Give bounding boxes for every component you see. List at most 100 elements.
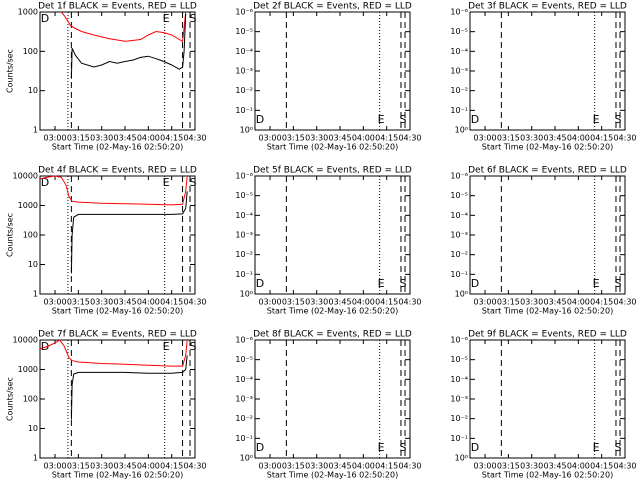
plot-frame	[254, 11, 411, 131]
x-tick-label: 03:30	[520, 298, 543, 307]
plot-frame	[469, 339, 626, 459]
series-line	[70, 13, 187, 79]
y-tick-label: 10	[28, 260, 38, 269]
x-tick-label: 03:45	[113, 134, 136, 143]
y-tick-label: 1	[33, 126, 38, 135]
x-tick-label: 03:15	[497, 134, 520, 143]
x-tick-label: 04:15	[160, 134, 183, 143]
x-tick-label: 03:15	[282, 134, 305, 143]
y-axis-label: Counts/sec	[6, 377, 15, 421]
y-tick-label: 10⁻³	[450, 395, 468, 404]
x-tick-label: 03:15	[497, 298, 520, 307]
x-axis-label: Start Time (02-May-16 02:50:20)	[482, 143, 613, 152]
x-tick-label: 03:15	[282, 298, 305, 307]
x-axis-label: Start Time (02-May-16 02:50:20)	[52, 143, 183, 152]
x-tick-label: 03:45	[543, 298, 566, 307]
x-tick-label: 03:45	[328, 462, 351, 471]
y-axis-label: Counts/sec	[6, 49, 15, 93]
panel-title: Det 8f BLACK = Events, RED = LLD	[253, 330, 412, 340]
y-tick-label: 10	[28, 424, 38, 433]
panel-title: Det 4f BLACK = Events, RED = LLD	[38, 166, 197, 176]
x-axis-label: Start Time (02-May-16 02:50:20)	[482, 471, 613, 480]
x-tick-label: 03:30	[90, 462, 113, 471]
y-tick-label: 10000	[13, 336, 38, 345]
x-tick-label: 04:00	[352, 134, 375, 143]
x-tick-label: 04:00	[137, 462, 160, 471]
event-label: S	[189, 340, 196, 353]
series-line	[60, 11, 187, 43]
x-tick-label: 04:30	[398, 134, 421, 143]
x-tick-label: 03:45	[113, 462, 136, 471]
x-tick-label: 04:15	[375, 134, 398, 143]
event-label: S	[615, 441, 622, 454]
event-label: D	[471, 441, 479, 454]
y-tick-label: 10⁻⁵	[235, 191, 253, 200]
event-label: D	[471, 113, 479, 126]
plot-frame	[254, 175, 411, 295]
y-tick-label: 10⁻⁴	[235, 375, 253, 384]
x-axis-label: Start Time (02-May-16 02:50:20)	[267, 307, 398, 316]
y-tick-label: 10⁻³	[450, 67, 468, 76]
event-label: E	[593, 441, 600, 454]
y-tick-label: 10⁻²	[235, 250, 253, 259]
y-tick-label: 10⁻³	[235, 395, 253, 404]
event-label: S	[615, 113, 622, 126]
y-tick-label: 10⁰	[240, 454, 253, 463]
x-tick-label: 04:00	[567, 298, 590, 307]
y-tick-label: 10⁻²	[450, 414, 468, 423]
y-tick-label: 10⁻¹	[235, 270, 253, 279]
y-tick-label: 10⁻⁶	[450, 8, 468, 17]
y-tick-label: 1	[33, 290, 38, 299]
x-axis-label: Start Time (02-May-16 02:50:20)	[52, 471, 183, 480]
y-tick-label: 10⁻¹	[450, 434, 468, 443]
y-tick-label: 10⁻¹	[450, 270, 468, 279]
x-tick-label: 04:30	[183, 298, 206, 307]
series-line	[39, 339, 188, 367]
series-line	[39, 175, 188, 206]
x-tick-label: 04:30	[398, 462, 421, 471]
event-label: D	[41, 340, 49, 353]
x-tick-label: 03:15	[67, 134, 90, 143]
x-tick-label: 04:00	[352, 298, 375, 307]
x-tick-label: 03:00	[44, 462, 67, 471]
y-tick-label: 10⁻⁶	[450, 172, 468, 181]
x-axis-label: Start Time (02-May-16 02:50:20)	[482, 307, 613, 316]
x-tick-label: 04:00	[352, 462, 375, 471]
event-label: S	[400, 277, 407, 290]
x-tick-label: 04:00	[567, 462, 590, 471]
y-tick-label: 10⁻⁵	[450, 27, 468, 36]
x-tick-label: 04:15	[590, 134, 613, 143]
x-tick-label: 04:30	[613, 462, 636, 471]
y-tick-label: 10⁻³	[235, 67, 253, 76]
y-tick-label: 1000	[18, 8, 38, 17]
y-tick-label: 10⁻⁴	[450, 47, 468, 56]
event-label: S	[615, 277, 622, 290]
y-tick-label: 1000	[18, 201, 38, 210]
y-tick-label: 10⁻²	[450, 86, 468, 95]
x-tick-label: 03:30	[305, 298, 328, 307]
event-label: S	[400, 113, 407, 126]
x-tick-label: 04:15	[590, 298, 613, 307]
y-tick-label: 10⁻⁵	[450, 355, 468, 364]
x-tick-label: 03:00	[474, 298, 497, 307]
x-axis-label: Start Time (02-May-16 02:50:20)	[267, 471, 398, 480]
plot-frame	[469, 175, 626, 295]
plot-frame	[254, 339, 411, 459]
x-tick-label: 03:00	[474, 134, 497, 143]
y-tick-label: 10⁻⁴	[450, 211, 468, 220]
y-tick-label: 100	[23, 47, 38, 56]
x-tick-label: 03:30	[90, 134, 113, 143]
y-tick-label: 10⁻⁴	[450, 375, 468, 384]
y-tick-label: 100	[23, 395, 38, 404]
y-tick-label: 1000	[18, 365, 38, 374]
x-tick-label: 04:30	[183, 134, 206, 143]
x-tick-label: 03:15	[282, 462, 305, 471]
x-tick-label: 03:30	[305, 462, 328, 471]
x-tick-label: 03:45	[328, 298, 351, 307]
x-tick-label: 04:00	[567, 134, 590, 143]
x-tick-label: 04:15	[590, 462, 613, 471]
